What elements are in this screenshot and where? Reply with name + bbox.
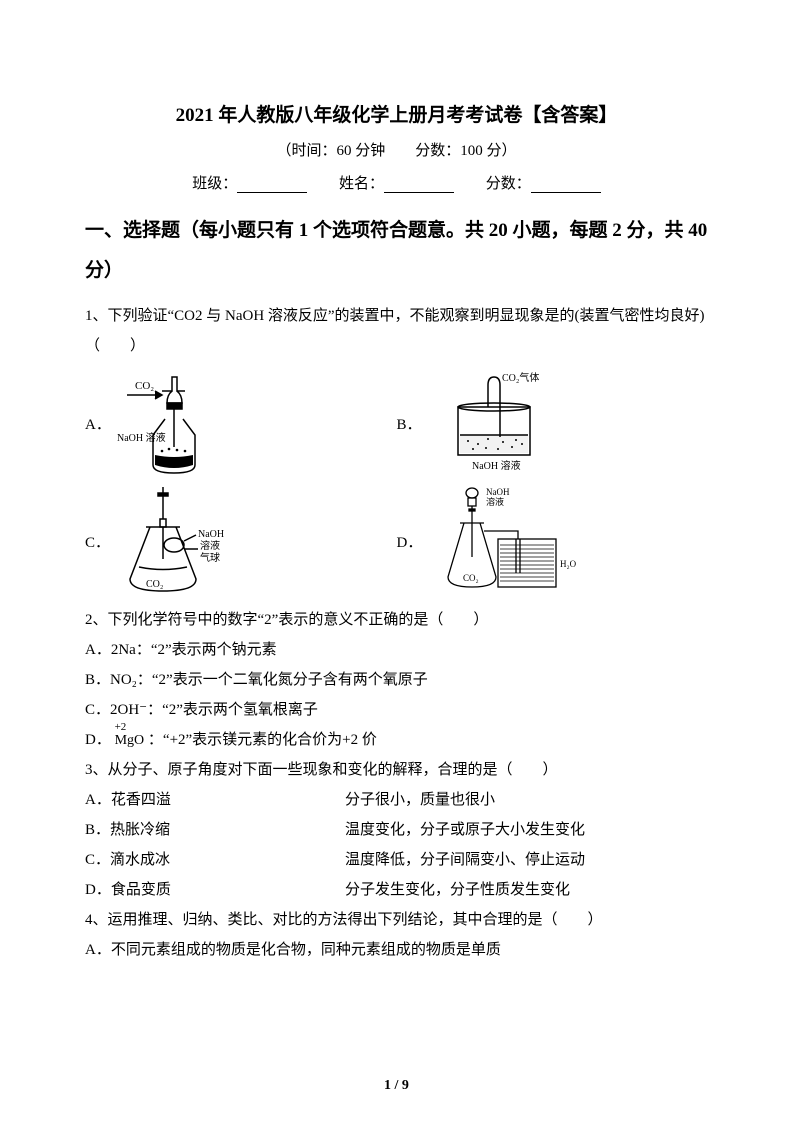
q3-b-right: 温度变化，分子或原子大小发生变化	[345, 815, 708, 845]
student-info-line: 班级： 姓名： 分数：	[85, 172, 708, 193]
q4-option-a: A．不同元素组成的物质是化合物，同种元素组成的物质是单质	[85, 935, 708, 965]
q3-d-right: 分子发生变化，分子性质发生变化	[345, 875, 708, 905]
score-blank[interactable]	[531, 177, 601, 193]
q2-d-prefix: D．	[85, 732, 111, 748]
q3-option-d: D．食品变质分子发生变化，分子性质发生变化	[85, 875, 708, 905]
mgo-formula: +2MgO	[115, 727, 145, 755]
q1-diagram-row-2: C． NaOH 溶液 气球 CO₂ D．	[85, 487, 708, 597]
diagram-a-icon: CO₂ NaOH 溶液	[117, 369, 267, 479]
q3-c-left: C．滴水成冰	[85, 845, 345, 875]
q1-option-b-label: B．	[397, 413, 422, 434]
q1-option-c-label: C．	[85, 531, 110, 552]
q3-d-left: D．食品变质	[85, 875, 345, 905]
q3-b-left: B．热胀冷缩	[85, 815, 345, 845]
q1-diagram-row-1: A． CO₂ NaOH 溶液 B． CO₂气体	[85, 369, 708, 479]
page-number: 1 / 9	[0, 1078, 793, 1094]
diagram-b-icon: CO₂气体 NaOH 溶液	[428, 369, 578, 479]
svg-text:溶液: 溶液	[486, 496, 504, 507]
question-1-text: 1、下列验证“CO2 与 NaOH 溶液反应”的装置中，不能观察到明显现象是的(…	[85, 301, 708, 361]
q3-a-right: 分子很小，质量也很小	[345, 785, 708, 815]
q1-option-a-label: A．	[85, 413, 111, 434]
q3-option-b: B．热胀冷缩温度变化，分子或原子大小发生变化	[85, 815, 708, 845]
svg-text:CO₂: CO₂	[135, 380, 154, 392]
diagram-c-icon: NaOH 溶液 气球 CO₂	[116, 487, 266, 597]
question-3-text: 3、从分子、原子角度对下面一些现象和变化的解释，合理的是（ ）	[85, 755, 708, 785]
question-2-text: 2、下列化学符号中的数字“2”表示的意义不正确的是（ ）	[85, 605, 708, 635]
svg-text:NaOH 溶液: NaOH 溶液	[472, 459, 521, 472]
svg-text:CO₂气体: CO₂气体	[502, 371, 539, 384]
exam-subtitle: （时间：60 分钟 分数：100 分）	[85, 139, 708, 160]
section-1-title: 一、选择题（每小题只有 1 个选项符合题意。共 20 小题，每题 2 分，共 4…	[85, 211, 708, 291]
svg-text:H₂O: H₂O	[560, 559, 577, 569]
q2-option-d: D． +2MgO ：“+2”表示镁元素的化合价为+2 价	[85, 725, 708, 755]
name-label: 姓名：	[339, 176, 384, 192]
svg-text:NaOH: NaOH	[486, 487, 510, 497]
class-label: 班级：	[192, 176, 237, 192]
q1-option-d-label: D．	[397, 531, 423, 552]
q2-option-b: B．NO₂：“2”表示一个二氧化氮分子含有两个氧原子	[85, 665, 708, 695]
diagram-d-icon: NaOH 溶液 CO₂ H₂O	[428, 487, 578, 597]
class-blank[interactable]	[237, 177, 307, 193]
svg-text:气球: 气球	[200, 551, 220, 564]
q2-option-c: C．2OH⁻：“2”表示两个氢氧根离子	[85, 695, 708, 725]
score-label: 分数：	[486, 176, 531, 192]
svg-text:NaOH: NaOH	[198, 529, 224, 540]
svg-text:CO₂: CO₂	[146, 579, 163, 590]
exam-title: 2021 年人教版八年级化学上册月考考试卷【含答案】	[85, 100, 708, 127]
question-4-text: 4、运用推理、归纳、类比、对比的方法得出下列结论，其中合理的是（ ）	[85, 905, 708, 935]
q3-a-left: A．花香四溢	[85, 785, 345, 815]
svg-text:溶液: 溶液	[200, 539, 220, 552]
q3-c-right: 温度降低，分子间隔变小、停止运动	[345, 845, 708, 875]
name-blank[interactable]	[384, 177, 454, 193]
svg-text:NaOH 溶液: NaOH 溶液	[117, 431, 166, 444]
q3-option-a: A．花香四溢分子很小，质量也很小	[85, 785, 708, 815]
svg-text:CO₂: CO₂	[463, 573, 479, 583]
q3-option-c: C．滴水成冰温度降低，分子间隔变小、停止运动	[85, 845, 708, 875]
q2-option-a: A．2Na：“2”表示两个钠元素	[85, 635, 708, 665]
q2-d-suffix: ：“+2”表示镁元素的化合价为+2 价	[148, 732, 377, 748]
mgo-charge: +2	[115, 716, 127, 738]
